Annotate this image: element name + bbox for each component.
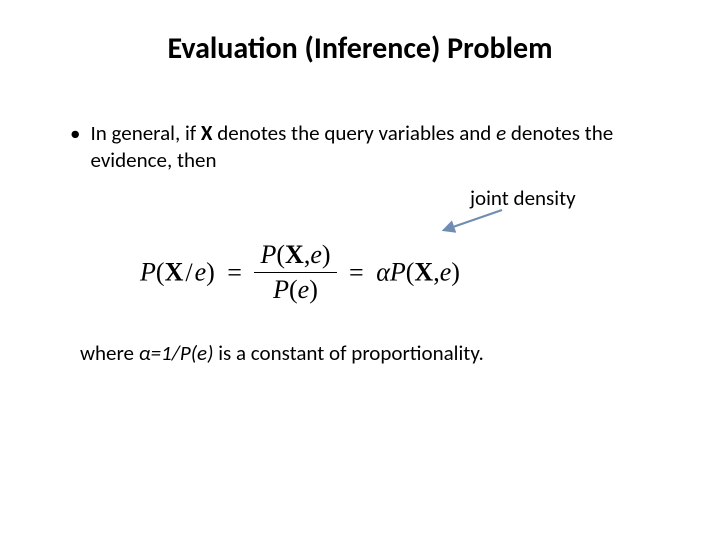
bullet-item: • In general, if X denotes the query var… <box>70 120 660 175</box>
eq-rhs-e: e <box>440 258 452 287</box>
eq-alpha: α <box>376 258 390 287</box>
slide: Evaluation (Inference) Problem • In gene… <box>0 0 720 540</box>
eq-rhs-P: P <box>390 258 406 287</box>
eq-numerator: P(X,e) <box>254 240 336 273</box>
eq-num-close: ) <box>322 240 331 269</box>
eq-lhs-open: ( <box>156 258 165 287</box>
bullet-mid1: denotes the query variables and <box>213 120 497 146</box>
eq-den-P: P <box>273 275 289 304</box>
eq-eq1: = <box>227 258 242 287</box>
arrow-icon <box>440 206 510 236</box>
eq-num-e: e <box>310 240 322 269</box>
eq-num-P: P <box>260 240 276 269</box>
arrow-line <box>450 210 502 228</box>
equation: P(X/e) = P(X,e) P(e) = αP(X,e) <box>140 240 460 305</box>
eq-den-open: ( <box>289 275 298 304</box>
bullet-e: e <box>496 120 506 146</box>
where-text: where α=1/P(e) is a constant of proporti… <box>80 340 640 367</box>
bullet-text: In general, if X denotes the query varia… <box>90 120 660 175</box>
eq-num-X: X <box>285 240 304 269</box>
eq-lhs-X: X <box>165 258 184 287</box>
eq-lhs-e: e <box>195 258 207 287</box>
page-title: Evaluation (Inference) Problem <box>0 30 720 67</box>
bullet-pre: In general, if <box>90 120 200 146</box>
eq-eq2: = <box>349 258 364 287</box>
bullet-dot: • <box>70 120 80 147</box>
where-post: is a constant of proportionality. <box>213 340 483 366</box>
where-pre: where <box>80 340 139 366</box>
bullet-X: X <box>201 120 213 146</box>
where-alpha-expr: α=1/P(e) <box>139 340 214 366</box>
eq-rhs-X: X <box>414 258 433 287</box>
eq-denominator: P(e) <box>254 273 336 305</box>
eq-lhs-P: P <box>140 258 156 287</box>
eq-num-open: ( <box>276 240 285 269</box>
eq-lhs-close: ) <box>206 258 215 287</box>
eq-den-close: ) <box>309 275 318 304</box>
eq-lhs-slash: / <box>185 258 192 287</box>
eq-rhs-close: ) <box>451 258 460 287</box>
eq-den-e: e <box>298 275 310 304</box>
eq-fraction: P(X,e) P(e) <box>254 240 336 305</box>
